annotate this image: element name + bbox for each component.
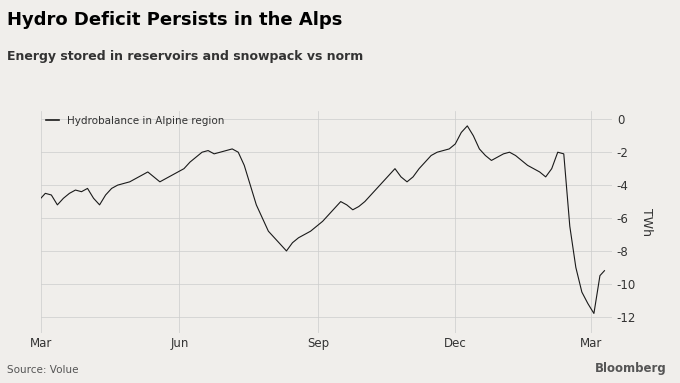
Text: Hydro Deficit Persists in the Alps: Hydro Deficit Persists in the Alps (7, 11, 342, 29)
Y-axis label: TWh: TWh (640, 208, 653, 236)
Text: Energy stored in reservoirs and snowpack vs norm: Energy stored in reservoirs and snowpack… (7, 50, 363, 63)
Legend: Hydrobalance in Alpine region: Hydrobalance in Alpine region (46, 116, 224, 126)
Text: Bloomberg: Bloomberg (594, 362, 666, 375)
Text: Source: Volue: Source: Volue (7, 365, 78, 375)
